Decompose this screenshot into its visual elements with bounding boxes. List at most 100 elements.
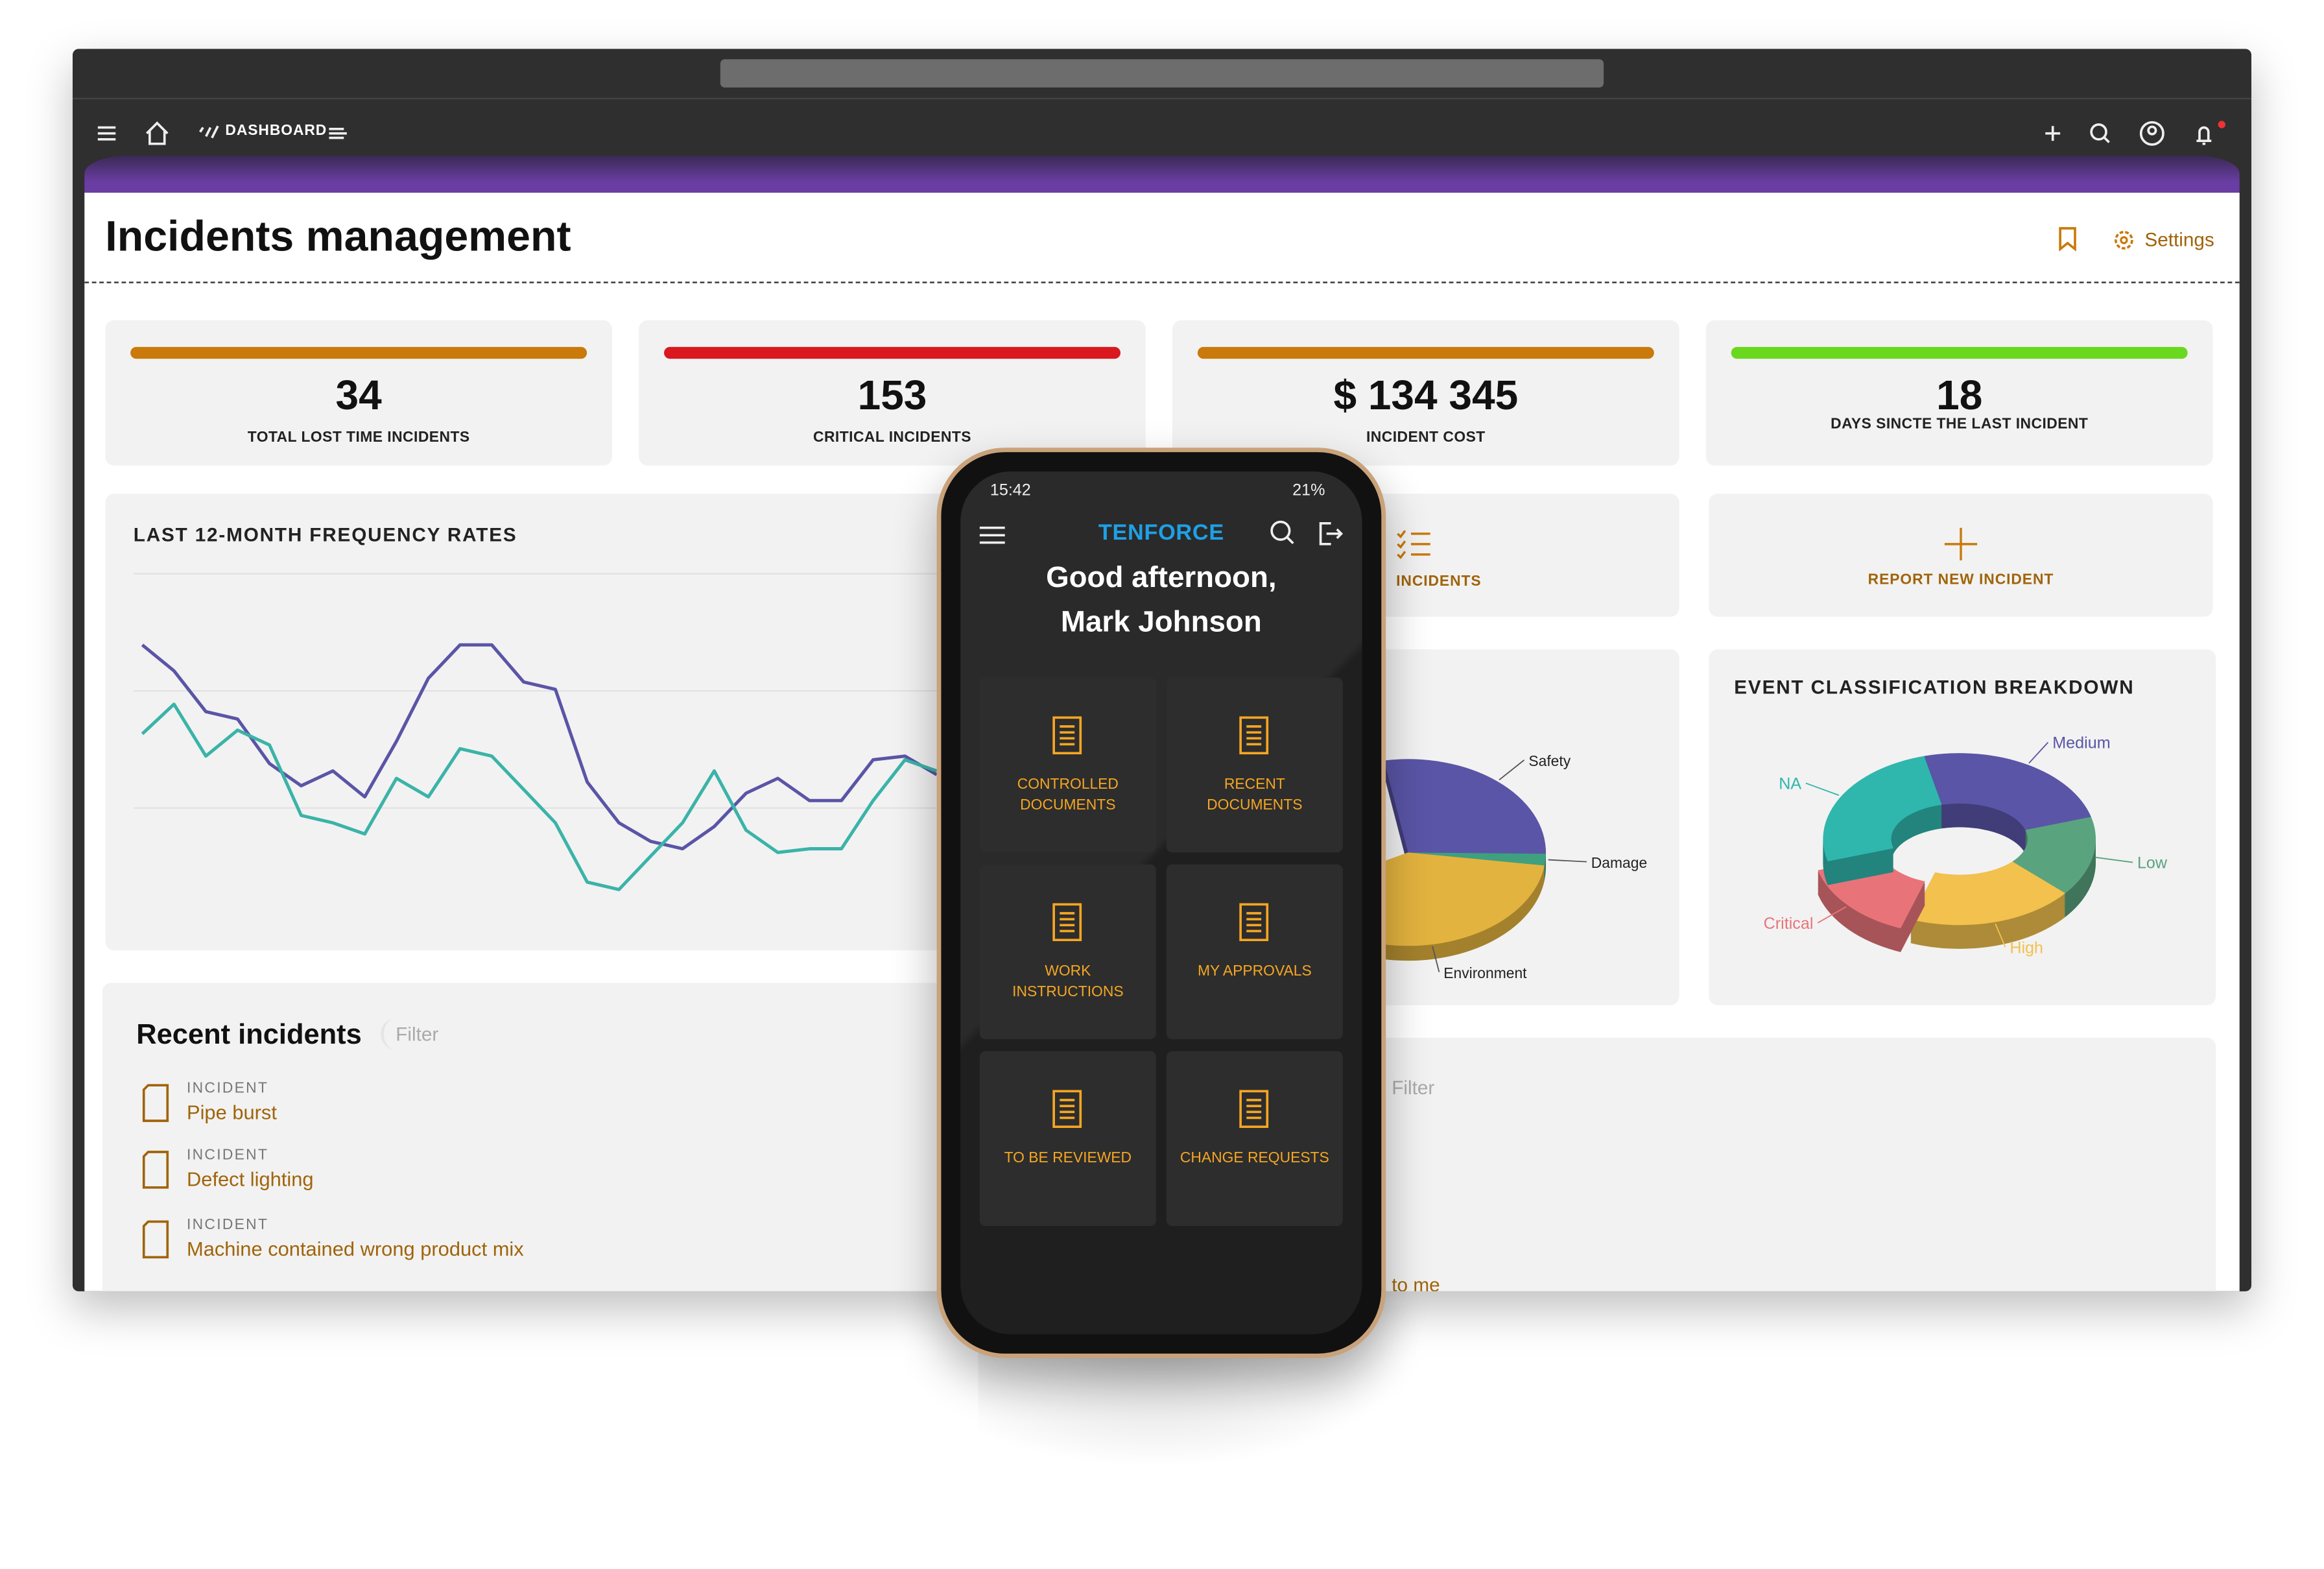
report-card[interactable]: REPORT NEW INCIDENT [1709,494,2213,617]
phone: 15:42 21% TENFORCE Good afternoon, Mark … [936,448,1386,1358]
page-title: Incidents management [105,213,571,261]
slice-label: Environment [1443,964,1527,981]
home-icon[interactable] [145,121,169,145]
tile-label: WORK INSTRUCTIONS [1012,963,1124,1001]
slice [1924,753,2091,830]
tile-icon [1239,903,1269,941]
kpi-card: $ 134 345 INCIDENT COST [1172,320,1679,466]
leader-line [1817,906,1847,924]
line-series [141,702,938,891]
phone-screen: 15:42 21% TENFORCE Good afternoon, Mark … [960,471,1362,1335]
tile-icon [1239,716,1269,754]
kpi-value: $ 134 345 [1333,372,1519,418]
tile-icon-shape [1239,716,1269,754]
nav-label[interactable]: DASHBOARD [225,123,327,139]
address-bar [720,59,1604,88]
leader-line [2095,856,2133,863]
tile-label: CONTROLLED DOCUMENTS [1017,776,1119,814]
kpi-value: 153 [857,372,927,418]
dashboard-menu-icon[interactable] [329,128,347,139]
kpi-bar [1731,346,2188,359]
slice-label: Damage [1591,854,1647,871]
add-icon[interactable] [2045,126,2061,141]
slice [1910,861,2066,926]
phone-tile[interactable]: TO BE REVIEWED [979,1051,1156,1227]
checklist-icon [1397,530,1430,560]
nav-icons [97,121,2225,146]
incident-name[interactable]: Machine contained wrong product mix [186,1238,524,1260]
kpi-value: 18 [1936,372,1983,418]
second-text[interactable]: to me [1392,1273,1440,1291]
second-filter[interactable]: Filter [1392,1076,1435,1099]
kpi-card: 18 DAYS SINCTE THE LAST INCIDENT [1705,320,2213,466]
bookmark-icon[interactable] [2056,225,2080,252]
phone-actions[interactable] [1269,519,1343,549]
tile-icon-shape [1052,716,1082,754]
tile-icon-shape [1239,1090,1269,1128]
donut-title: EVENT CLASSIFICATION BREAKDOWN [1734,676,2135,699]
kpi-label: INCIDENT COST [1366,429,1486,446]
tile-icon [1052,1090,1082,1128]
incident-kind: INCIDENT [186,1081,269,1097]
doc-outline [142,1151,169,1189]
phone-tile[interactable]: CONTROLLED DOCUMENTS [979,677,1156,853]
phone-tile[interactable]: RECENT DOCUMENTS [1166,677,1343,853]
tile-icon-shape [1052,903,1082,941]
slice [1408,852,1546,866]
slice-label: NA [1779,775,1801,793]
tile-icon [1239,1090,1269,1128]
status-time: 15:42 [990,481,1031,500]
tile-label: TO BE REVIEWED [1004,1150,1132,1167]
tile-icon [1052,716,1082,754]
incident-kind: INCIDENT [186,1147,269,1164]
dashboard-icon [199,125,219,139]
incidents-label[interactable]: INCIDENTS [1396,573,1482,590]
tile-icon [1052,903,1082,941]
notification-dot [2218,121,2225,128]
slice-label: Safety [1528,752,1571,769]
leader-line [1548,859,1587,863]
phone-tile[interactable]: CHANGE REQUESTS [1166,1051,1343,1227]
recent-filter[interactable]: Filter [381,1018,450,1050]
title-divider [84,281,2240,283]
slice [1384,759,1546,854]
incident-name[interactable]: Defect lighting [186,1168,314,1191]
kpi-label: DAYS SINCTE THE LAST INCIDENT [1831,416,2089,433]
menu-icon[interactable] [97,126,116,141]
tile-icon-shape [1052,1090,1082,1128]
incident-name[interactable]: Pipe burst [186,1101,277,1124]
report-label[interactable]: REPORT NEW INCIDENT [1868,572,2054,589]
leader-line [1432,946,1440,972]
slice [1823,756,1942,862]
doc-icon [142,1084,169,1122]
slice-label: Medium [2052,734,2110,752]
bell-icon[interactable] [2196,126,2212,145]
kpi-bar [130,346,587,359]
phone-tile[interactable]: MY APPROVALS [1166,864,1343,1040]
slice-label: Critical [1764,915,1814,933]
user-icon[interactable] [2139,121,2164,146]
tab-divider [72,97,2251,100]
tile-label: RECENT DOCUMENTS [1207,776,1303,814]
phone-tile[interactable]: WORK INSTRUCTIONS [979,864,1156,1040]
kpi-bar [1197,346,1654,359]
leader-line [1805,782,1840,796]
doc-outline [142,1084,169,1122]
settings-icon[interactable] [2112,228,2136,252]
leader-line [1499,760,1525,781]
kpi-value: 34 [335,372,382,418]
greeting-line-1: Good afternoon, [1046,562,1277,595]
kpi-label: CRITICAL INCIDENTS [812,429,971,446]
leader-line [1995,923,2006,948]
phone-menu-icon[interactable] [978,525,1008,545]
kpi-bar [663,346,1120,359]
recent-title: Recent incidents [136,1020,362,1051]
slice-label: High [2010,939,2043,957]
doc-icon [142,1151,169,1189]
search-icon[interactable] [2090,123,2107,141]
kpi-card: 153 CRITICAL INCIDENTS [639,320,1146,466]
settings-link[interactable]: Settings [2144,228,2214,251]
status-battery: 21% [1292,481,1325,500]
